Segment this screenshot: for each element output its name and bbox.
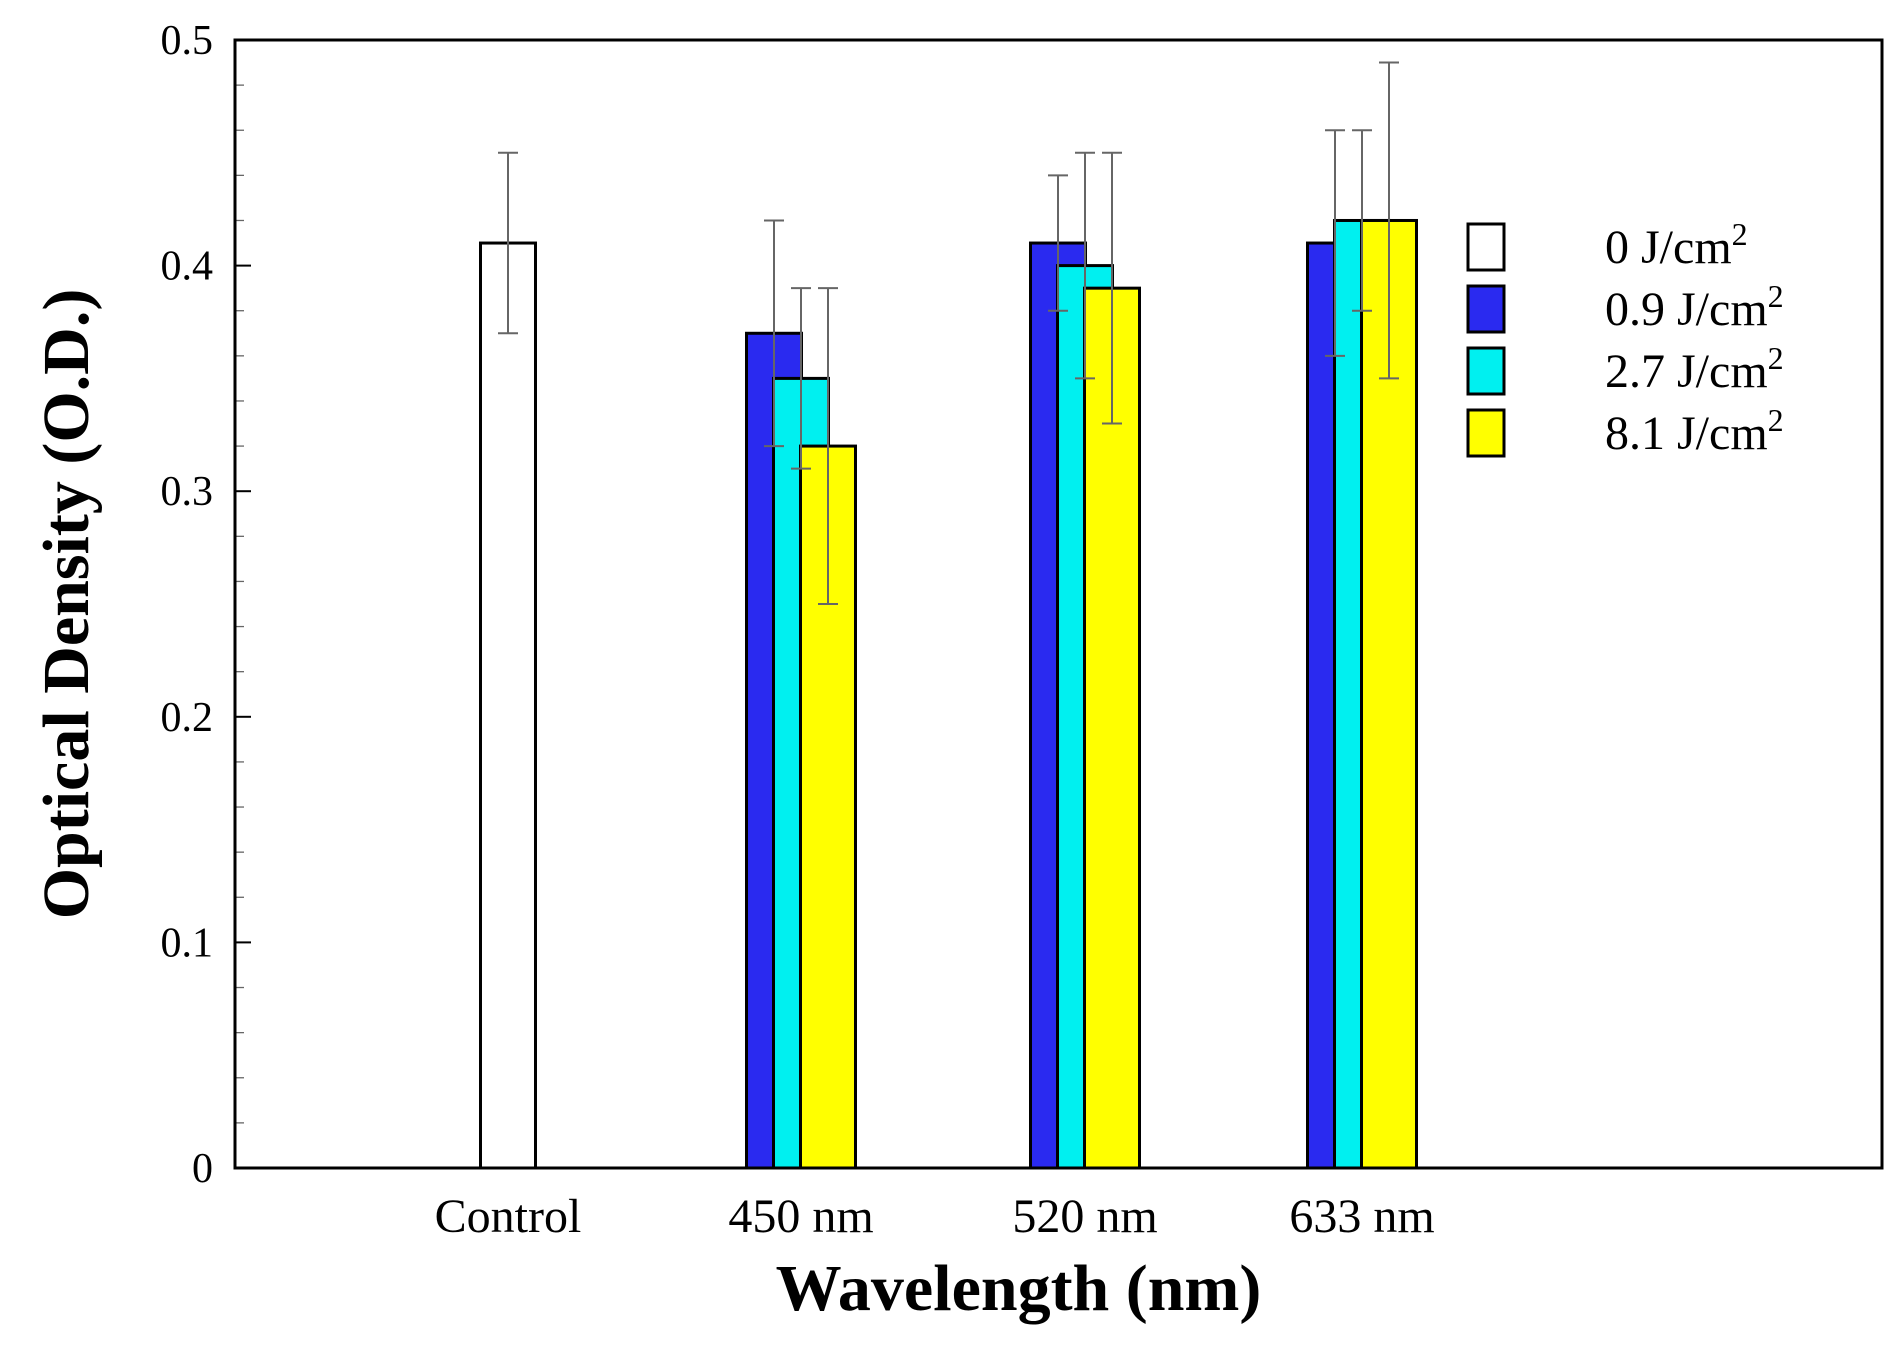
bar	[479, 241, 537, 1170]
legend-background	[1590, 208, 1860, 476]
x-category-label: 633 nm	[1289, 1190, 1434, 1243]
legend-label-unit: 2.7 J/cm	[1605, 345, 1768, 398]
y-tick-label: 0.4	[161, 244, 214, 290]
legend-label: 8.1 J/cm2	[1605, 402, 1784, 460]
legend-label-superscript: 2	[1732, 216, 1748, 252]
x-category-label: 450 nm	[728, 1190, 873, 1243]
y-axis-title: Optical Density (O.D.)	[30, 289, 103, 920]
y-tick-label: 0.2	[161, 695, 214, 741]
x-category-labels: Control 450 nm 520 nm 633 nm	[435, 1190, 1435, 1243]
legend-swatch	[1466, 408, 1506, 458]
legend-label: 2.7 J/cm2	[1605, 340, 1784, 398]
x-axis-title: Wavelength (nm)	[776, 1252, 1262, 1325]
y-tick-labels: 0 0.1 0.2 0.3 0.4 0.5	[161, 18, 214, 1192]
bar-series	[479, 218, 1418, 1170]
legend-label-unit: 8.1 J/cm	[1605, 407, 1768, 460]
y-tick-label: 0.1	[161, 920, 214, 966]
legend-swatch	[1466, 284, 1506, 334]
x-category-label: Control	[435, 1190, 582, 1243]
plot-frame	[233, 38, 1884, 1170]
legend-swatch	[1466, 222, 1506, 272]
y-tick-label: 0.5	[161, 18, 214, 64]
y-tick-label: 0.3	[161, 469, 214, 515]
legend-label: 0.9 J/cm2	[1605, 278, 1784, 336]
legend-label-unit: 0.9 J/cm	[1605, 283, 1768, 336]
y-major-ticks	[235, 264, 251, 944]
legend-label-superscript: 2	[1768, 340, 1784, 376]
legend-swatch	[1466, 346, 1506, 396]
legend-label-unit: 0 J/cm	[1605, 221, 1732, 274]
legend-label: 0 J/cm2	[1605, 216, 1748, 274]
legend-label-superscript: 2	[1768, 278, 1784, 314]
y-tick-label: 0	[192, 1146, 213, 1192]
x-category-label: 520 nm	[1012, 1190, 1157, 1243]
legend-label-superscript: 2	[1768, 402, 1784, 438]
error-bars	[498, 61, 1399, 605]
